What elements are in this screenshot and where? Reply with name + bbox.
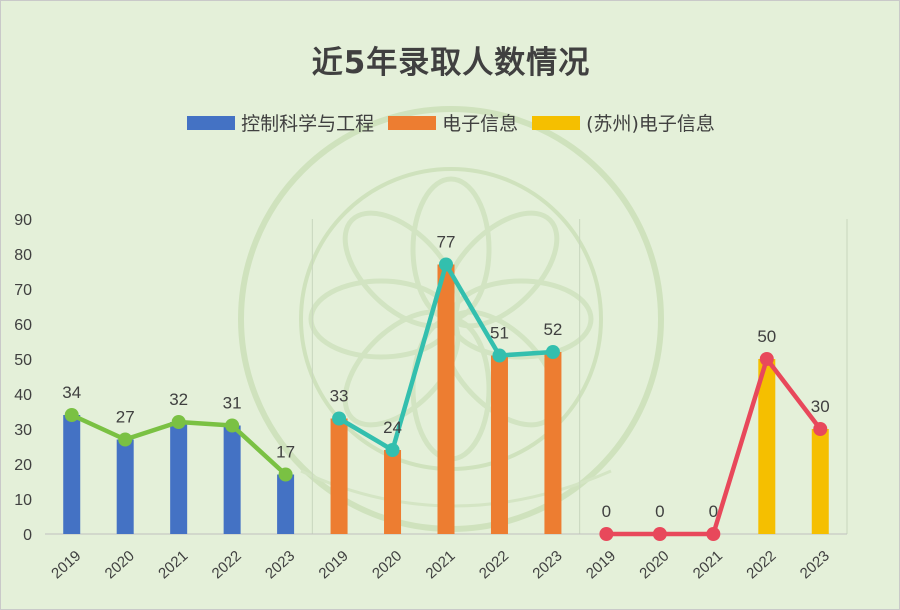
data-point bbox=[385, 443, 400, 457]
data-point bbox=[599, 527, 614, 541]
y-tick-label: 0 bbox=[23, 527, 32, 544]
chart-title: 近5年录取人数情况 bbox=[311, 45, 591, 81]
bar bbox=[330, 418, 348, 534]
data-point bbox=[118, 432, 133, 447]
bar bbox=[544, 352, 562, 534]
x-tick-label: 2023 bbox=[262, 547, 298, 582]
data-point bbox=[225, 418, 240, 433]
bar bbox=[223, 425, 241, 534]
bar bbox=[437, 264, 455, 534]
data-label: 32 bbox=[169, 390, 188, 409]
data-label: 17 bbox=[276, 443, 295, 462]
data-label: 33 bbox=[330, 387, 349, 406]
x-tick-label: 2019 bbox=[316, 547, 352, 582]
bar bbox=[116, 439, 134, 534]
data-label: 0 bbox=[655, 502, 664, 521]
data-label: 0 bbox=[602, 502, 611, 521]
legend-item: 控制科学与工程 bbox=[187, 109, 374, 136]
data-label: 31 bbox=[223, 394, 242, 413]
data-label: 34 bbox=[62, 383, 81, 402]
x-tick-label: 2022 bbox=[476, 547, 512, 582]
y-tick-label: 40 bbox=[14, 387, 32, 404]
y-tick-label: 90 bbox=[14, 212, 32, 229]
bar bbox=[811, 429, 829, 534]
bar bbox=[63, 415, 81, 534]
y-tick-label: 20 bbox=[14, 457, 32, 474]
y-tick-label: 10 bbox=[14, 492, 32, 509]
bar bbox=[758, 359, 776, 534]
data-label: 30 bbox=[811, 397, 830, 416]
legend: 控制科学与工程 电子信息 (苏州)电子信息 bbox=[1, 109, 899, 136]
x-tick-label: 2022 bbox=[743, 547, 779, 582]
data-label: 27 bbox=[116, 408, 135, 427]
data-label: 24 bbox=[383, 418, 402, 437]
x-tick-label: 2020 bbox=[636, 547, 672, 582]
data-point bbox=[813, 422, 828, 436]
bar bbox=[490, 355, 508, 534]
data-label: 52 bbox=[543, 320, 562, 339]
legend-swatch bbox=[187, 115, 236, 130]
x-tick-label: 2021 bbox=[422, 547, 458, 582]
data-label: 51 bbox=[490, 324, 509, 343]
data-point bbox=[492, 348, 507, 363]
legend-swatch bbox=[532, 115, 581, 130]
x-tick-label: 2022 bbox=[209, 547, 245, 582]
data-point bbox=[171, 415, 186, 429]
bar bbox=[277, 474, 295, 534]
data-point bbox=[64, 408, 79, 422]
legend-item: (苏州)电子信息 bbox=[532, 109, 715, 136]
data-label: 50 bbox=[757, 327, 776, 346]
data-point bbox=[278, 467, 293, 482]
legend-label: 电子信息 bbox=[442, 113, 519, 135]
data-point bbox=[439, 257, 453, 272]
y-tick-label: 60 bbox=[14, 317, 32, 334]
data-point bbox=[652, 527, 667, 541]
legend-swatch bbox=[388, 115, 437, 130]
x-tick-label: 2019 bbox=[48, 547, 84, 582]
y-tick-label: 80 bbox=[14, 247, 32, 264]
data-label: 77 bbox=[437, 233, 456, 252]
watermark-leaf bbox=[448, 278, 594, 360]
y-tick-label: 30 bbox=[14, 422, 32, 439]
y-tick-label: 50 bbox=[14, 352, 32, 369]
data-label: 0 bbox=[709, 502, 718, 521]
data-point bbox=[759, 352, 774, 366]
x-tick-label: 2023 bbox=[797, 547, 833, 582]
legend-label: 控制科学与工程 bbox=[241, 113, 375, 135]
bar bbox=[384, 450, 402, 534]
data-point bbox=[545, 345, 560, 359]
legend-item: 电子信息 bbox=[388, 109, 518, 136]
x-tick-label: 2020 bbox=[369, 547, 405, 582]
bar bbox=[170, 422, 188, 534]
x-tick-label: 2023 bbox=[529, 547, 565, 582]
data-point bbox=[706, 527, 721, 541]
x-tick-label: 2020 bbox=[102, 547, 138, 582]
y-tick-label: 70 bbox=[14, 282, 32, 299]
x-tick-label: 2021 bbox=[690, 547, 726, 582]
x-tick-label: 2019 bbox=[583, 547, 619, 582]
x-tick-label: 2021 bbox=[155, 547, 191, 582]
data-point bbox=[332, 411, 347, 426]
legend-label: (苏州)电子信息 bbox=[586, 113, 715, 135]
